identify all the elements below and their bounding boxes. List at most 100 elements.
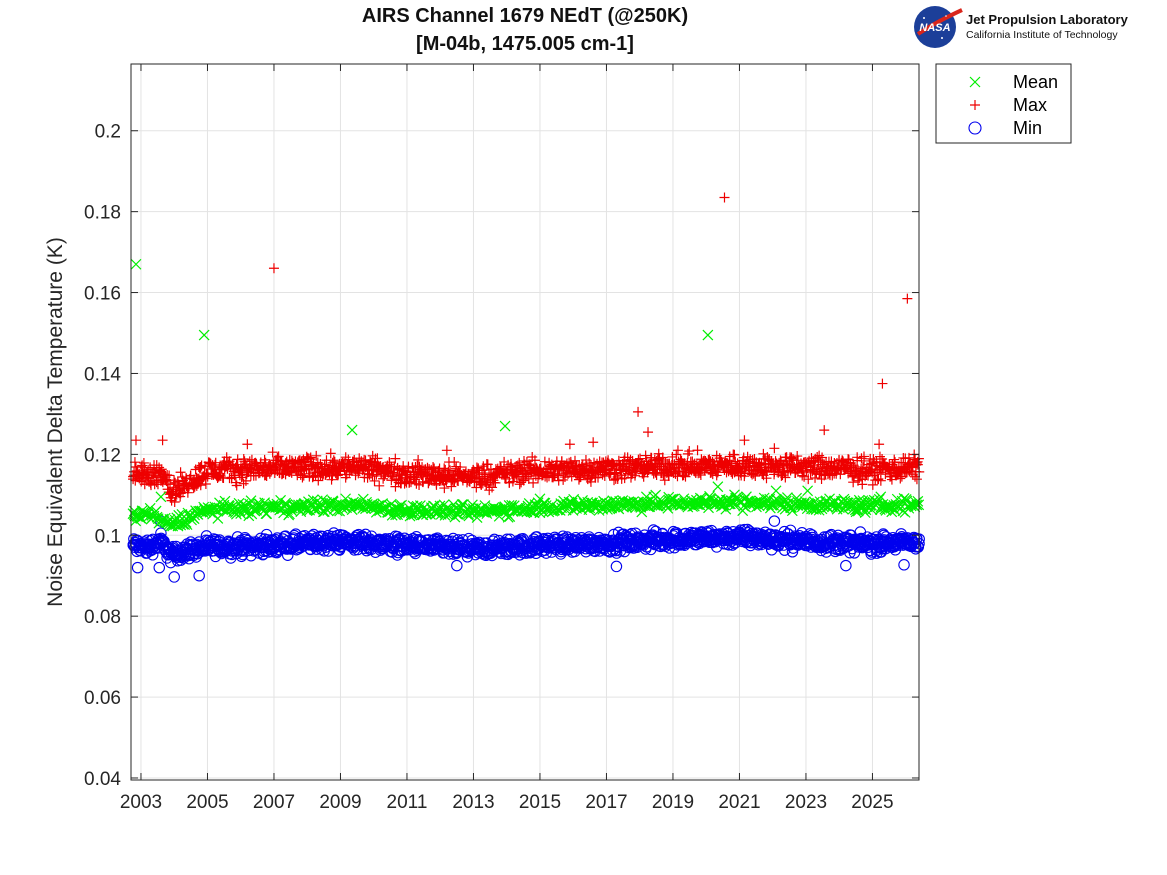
outlier-point	[633, 406, 644, 417]
data-point	[528, 477, 539, 488]
data-point	[308, 471, 319, 482]
legend-marker-min	[968, 121, 982, 135]
data-point	[195, 480, 206, 491]
x-tick-label: 2005	[186, 792, 228, 813]
y-tick-label: 0.18	[84, 203, 121, 224]
x-tick-label: 2017	[585, 792, 627, 813]
data-point	[191, 480, 202, 491]
data-point	[329, 456, 340, 467]
data-point	[238, 453, 249, 464]
data-point	[241, 469, 252, 480]
data-point	[873, 473, 884, 484]
outlier-point	[729, 489, 740, 501]
data-point	[817, 452, 828, 463]
data-point	[848, 477, 859, 488]
x-tick-label: 2015	[519, 792, 561, 813]
data-point	[215, 471, 226, 482]
outlier-point	[268, 263, 279, 274]
data-point	[837, 455, 848, 466]
data-point	[729, 449, 740, 460]
data-point	[446, 481, 457, 492]
data-point	[485, 464, 496, 475]
data-point	[529, 455, 540, 466]
data-point	[803, 474, 814, 485]
legend-box	[935, 63, 1072, 144]
data-point	[812, 463, 823, 474]
data-point	[399, 478, 410, 489]
data-point	[249, 505, 261, 517]
data-points	[127, 192, 925, 583]
data-point	[137, 460, 148, 471]
data-point	[539, 456, 550, 467]
outlier-point	[702, 329, 714, 341]
x-tick-label: 2007	[253, 792, 295, 813]
y-tick-label: 0.04	[84, 769, 121, 790]
data-point	[799, 471, 810, 482]
outlier-point	[802, 485, 814, 497]
data-point	[710, 466, 721, 477]
data-point	[195, 462, 206, 473]
data-point	[449, 456, 460, 467]
data-point	[411, 478, 422, 489]
nasa-swoosh-icon	[916, 8, 963, 36]
y-tick-label: 0.16	[84, 284, 121, 305]
outlier-point	[712, 481, 724, 493]
outlier-point	[451, 559, 463, 572]
data-point	[843, 457, 854, 468]
data-point	[678, 470, 689, 481]
data-point	[374, 480, 385, 491]
data-point	[413, 454, 424, 465]
outlier-point	[875, 491, 887, 503]
data-point	[889, 454, 900, 465]
data-point	[409, 474, 420, 485]
data-point	[156, 464, 167, 475]
data-point	[282, 549, 294, 561]
data-point	[482, 459, 493, 470]
data-point	[244, 456, 255, 467]
outlier-point	[499, 420, 511, 432]
outlier-point	[130, 435, 141, 446]
outlier-point	[902, 293, 913, 304]
legend-marker-max	[970, 100, 980, 110]
data-point	[231, 531, 244, 543]
data-point	[327, 457, 338, 468]
data-point	[553, 475, 564, 486]
data-point	[139, 479, 150, 490]
data-point	[856, 453, 867, 464]
data-point	[303, 453, 314, 464]
outlier-point	[898, 559, 910, 571]
data-point	[867, 479, 878, 490]
data-point	[780, 472, 791, 483]
outlier-point	[564, 439, 575, 450]
outlier-point	[588, 437, 599, 448]
data-point	[850, 506, 862, 518]
data-point	[573, 474, 584, 485]
data-point	[684, 446, 695, 457]
outlier-point	[610, 560, 623, 573]
x-tick-label: 2003	[120, 792, 162, 813]
y-tick-label: 0.2	[95, 122, 121, 143]
outlier-point	[874, 439, 885, 450]
data-point	[465, 472, 476, 483]
data-point	[169, 496, 180, 507]
data-point	[340, 452, 351, 463]
data-point	[202, 471, 213, 482]
y-tick-label: 0.1	[95, 526, 121, 547]
outlier-point	[157, 435, 168, 446]
outlier-point	[534, 493, 546, 505]
data-point	[886, 506, 898, 518]
outlier-point	[643, 427, 654, 438]
data-point	[903, 452, 914, 463]
series-min	[127, 515, 925, 583]
data-point	[507, 476, 518, 487]
jpl-org-name: Jet Propulsion Laboratory	[966, 12, 1129, 27]
axis-ticks: 2003 2005 2007 2009 2011 2013 2015 2017 2019 2021…	[84, 64, 919, 813]
data-point	[341, 469, 352, 480]
data-point	[865, 465, 876, 476]
outlier-point	[877, 378, 888, 389]
outlier-point	[242, 439, 253, 450]
data-point	[297, 472, 308, 483]
series-mean	[127, 258, 925, 532]
data-point	[369, 475, 380, 486]
chart-title: AIRS Channel 1679 NEdT (@250K) [M-04b, 1…	[131, 2, 919, 58]
